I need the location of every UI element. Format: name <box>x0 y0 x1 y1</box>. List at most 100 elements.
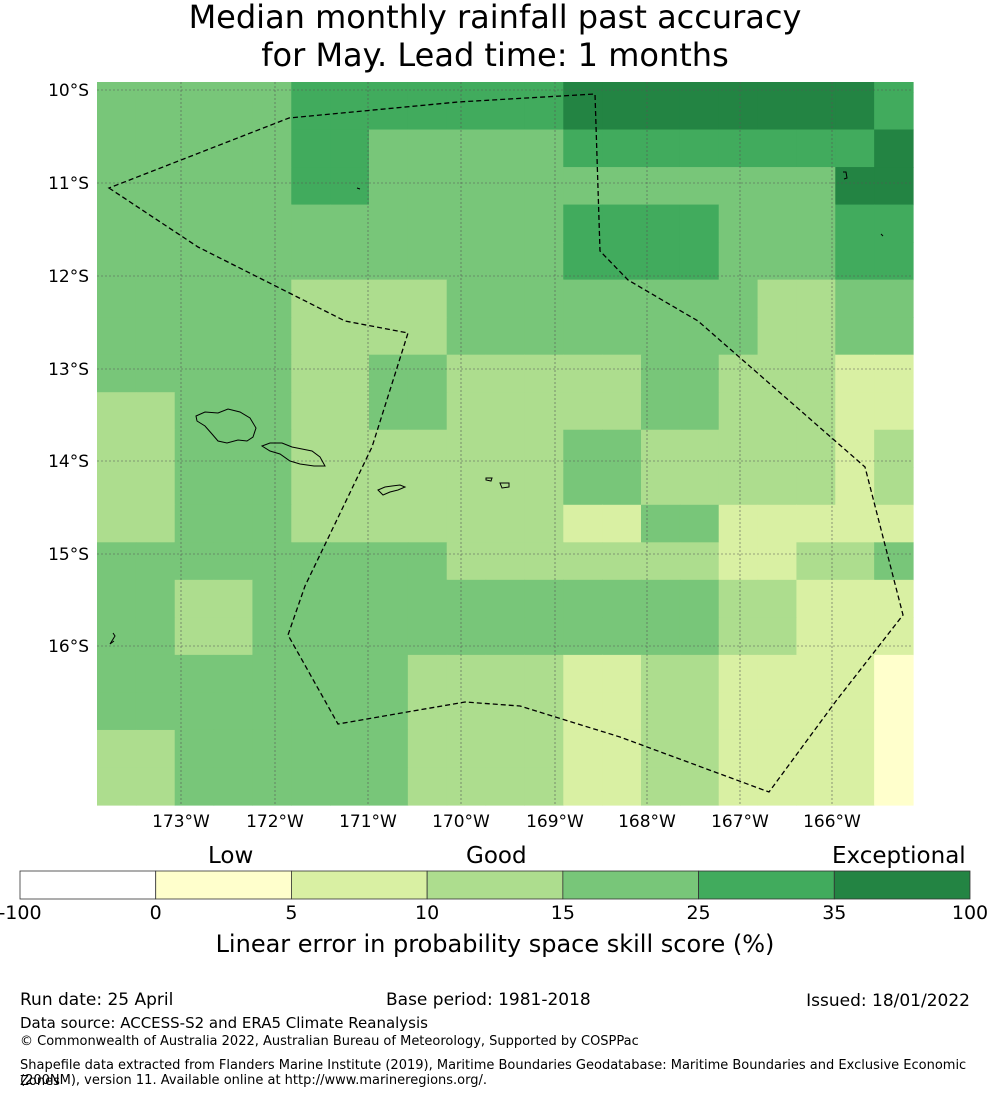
grid-cell <box>407 617 448 656</box>
grid-cell <box>796 242 836 281</box>
grid-cell <box>602 579 642 618</box>
grid-cell <box>796 354 836 393</box>
colorbar-tick-label: 10 <box>415 902 440 924</box>
grid-cell <box>524 317 564 356</box>
longitude-axis: 173°W 172°W 171°W 170°W 169°W 168°W 167°W 166°W <box>152 812 861 832</box>
grid-cell <box>369 692 409 731</box>
grid-cell <box>718 204 759 243</box>
grid-cell <box>135 92 176 131</box>
grid-cell <box>835 354 875 393</box>
grid-cell <box>330 317 370 356</box>
grid-cell <box>524 504 564 543</box>
grid-cell <box>874 354 914 393</box>
grid-cell <box>291 279 331 318</box>
grid-cell <box>213 279 254 318</box>
grid-cell <box>291 82 331 93</box>
grid-cell <box>330 82 370 93</box>
colorbar-segment <box>426 870 564 900</box>
grid-cell <box>641 579 681 618</box>
copyright: © Commonwealth of Australia 2022, Austra… <box>20 1034 639 1049</box>
grid-cell <box>485 392 526 431</box>
grid-cell <box>446 354 487 393</box>
grid-cell <box>757 279 798 318</box>
grid-cell <box>835 129 875 168</box>
grid-cell <box>524 767 564 806</box>
grid-cell <box>796 542 836 581</box>
grid-cell <box>679 429 720 468</box>
grid-cell <box>524 82 564 93</box>
grid-cell <box>718 542 759 581</box>
grid-cell <box>718 767 759 806</box>
grid-cell <box>563 92 603 131</box>
grid-cell <box>718 354 759 393</box>
latitude-label: 15°S <box>48 545 89 565</box>
grid-cell <box>524 579 564 618</box>
grid-cell <box>485 542 526 581</box>
grid-cell <box>524 392 564 431</box>
longitude-label: 167°W <box>711 812 769 832</box>
grid-cell <box>446 242 487 281</box>
grid-cell <box>369 354 409 393</box>
grid-cell <box>641 242 681 281</box>
grid-cell <box>563 729 603 769</box>
grid-cell <box>641 92 681 131</box>
grid-cell <box>835 279 875 318</box>
colorbar-tick-label: 15 <box>550 902 575 924</box>
grid-cell <box>641 617 681 656</box>
grid-cell <box>602 767 642 806</box>
grid-cell <box>369 729 409 769</box>
grid-cell <box>135 692 176 731</box>
grid-cell <box>213 82 254 93</box>
grid-cell <box>757 504 798 543</box>
grid-cell <box>563 504 603 543</box>
grid-cell <box>679 82 720 93</box>
grid-cell <box>407 542 448 581</box>
grid-cell <box>174 692 215 731</box>
grid-cell <box>641 467 681 506</box>
shapefile-credit-line1: Shapefile data extracted from Flanders M… <box>20 1058 967 1089</box>
grid-cell <box>757 692 798 731</box>
grid-cell <box>874 767 914 806</box>
grid-cell <box>641 129 681 168</box>
grid-cell <box>252 579 292 618</box>
grid-cell <box>602 279 642 318</box>
grid-cell <box>135 579 176 618</box>
grid-cell <box>446 317 487 356</box>
grid-cell <box>174 504 215 543</box>
colorbar-segment <box>698 870 835 900</box>
grid-cell <box>213 467 254 506</box>
latitude-label: 14°S <box>48 452 89 472</box>
category-exceptional-label: Exceptional <box>832 843 966 869</box>
grid-cell <box>135 204 176 243</box>
grid-cell <box>330 392 370 431</box>
longitude-label: 168°W <box>618 812 676 832</box>
longitude-label: 170°W <box>432 812 490 832</box>
colorbar-tick-label: 100 <box>951 902 989 924</box>
grid-cell <box>446 92 487 131</box>
latitude-label: 12°S <box>48 267 89 287</box>
grid-cell <box>330 204 370 243</box>
latitude-axis: 10°S 11°S 12°S 13°S 14°S 15°S 16°S <box>48 81 89 657</box>
colorbar-tick-label: 0 <box>149 902 162 924</box>
grid-cell <box>97 429 137 468</box>
grid-cell <box>602 617 642 656</box>
grid-cell <box>291 242 331 281</box>
grid-cell <box>757 467 798 506</box>
grid-cell <box>446 204 487 243</box>
grid-cell <box>602 467 642 506</box>
grid-cell <box>407 242 448 281</box>
grid-cell <box>679 654 720 694</box>
grid-cell <box>330 467 370 506</box>
grid-cell <box>602 429 642 468</box>
map-title-line2: for May. Lead time: 1 months <box>261 36 729 74</box>
grid-cell <box>485 354 526 393</box>
grid-cell <box>291 504 331 543</box>
grid-cell <box>446 767 487 806</box>
grid-cell <box>679 579 720 618</box>
grid-cell <box>757 654 798 694</box>
grid-cell <box>369 167 409 206</box>
grid-cell <box>369 82 409 93</box>
grid-cell <box>135 467 176 506</box>
grid-cell <box>602 354 642 393</box>
grid-cell <box>330 504 370 543</box>
